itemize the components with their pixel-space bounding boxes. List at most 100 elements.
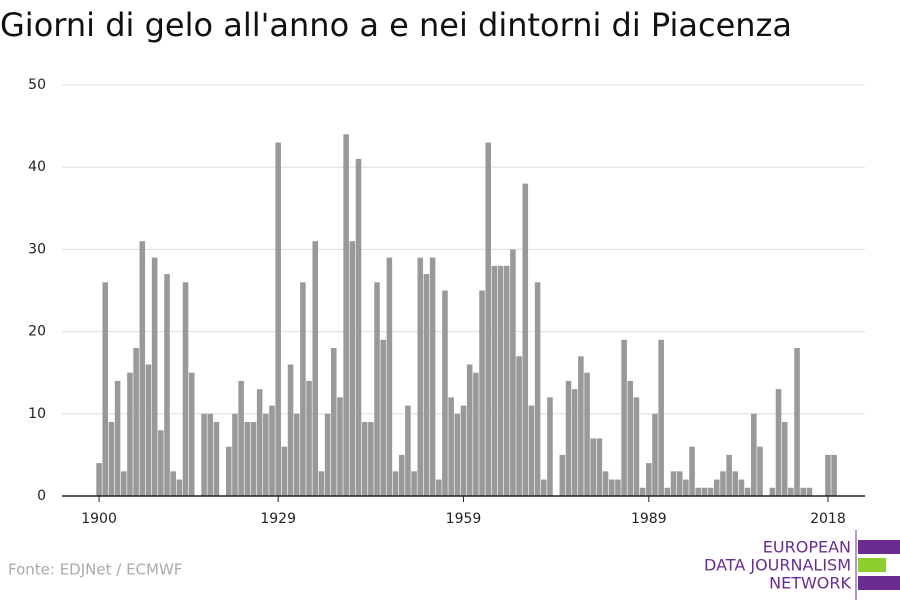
bar [658,339,664,496]
bar [306,380,312,496]
bar [825,454,831,496]
bar [423,274,430,496]
bar [398,454,405,496]
bar [250,422,257,496]
bar [479,290,485,496]
source: Fonte: EDJNet / ECMWF [8,561,182,579]
bar [541,479,547,496]
bar [411,471,417,496]
y-tick-label: 30 [28,241,46,257]
bar [380,339,386,496]
bar [713,479,720,496]
bar [275,142,281,497]
bar [608,479,615,496]
bar [633,397,640,496]
bar [442,290,448,496]
bar [466,364,473,496]
bar [96,463,102,496]
x-tick-label: 1900 [81,511,117,527]
bar [114,380,121,496]
bar [738,479,745,496]
bar [256,389,263,496]
bar [584,372,590,496]
bar [139,241,146,496]
bar [188,372,195,496]
bar [726,454,732,496]
bar [676,471,683,496]
logo-text: DATA JOURNALISM [704,556,851,575]
bar [602,471,609,496]
x-tick-label: 1959 [446,511,482,527]
logo: EUROPEAN DATA JOURNALISM NETWORK [704,530,900,600]
bar [312,241,319,496]
bar [596,438,603,496]
bar [590,438,596,496]
y-tick-label: 20 [28,324,46,340]
bar [331,348,337,496]
logo-text: NETWORK [769,574,851,593]
chart-title: Giorni di gelo all'anno a e nei dintorni… [0,6,792,44]
bar [355,158,362,497]
bar [683,479,689,496]
bar [287,364,294,496]
bar [343,134,349,496]
logo-bar [858,540,900,554]
bar [225,446,232,496]
bar [120,471,127,496]
bar [102,282,109,496]
bar [695,487,702,496]
bar [182,282,189,496]
bar [300,282,306,496]
bar [769,487,776,496]
bar [448,397,454,496]
bar [571,389,578,496]
bar [368,422,374,496]
bar [491,265,498,496]
bar [670,471,677,496]
bar [701,487,708,496]
x-tick-label: 1929 [260,511,296,527]
bar [794,348,800,496]
bar [244,422,251,496]
bar [454,413,461,496]
bar [639,487,646,496]
bar [497,265,504,496]
bar [337,397,343,496]
bar [689,446,695,496]
y-tick-label: 40 [28,159,46,175]
bar [405,405,411,496]
y-tick-label: 10 [28,406,46,422]
bar [664,487,671,496]
bar [318,471,325,496]
bar [436,479,442,496]
bar [831,454,837,496]
bar [232,413,238,496]
bar [213,422,220,496]
bar [578,356,584,496]
bar [417,257,424,496]
bar [775,389,782,496]
x-tick-label: 2018 [810,511,846,527]
bar [534,282,541,496]
bar [108,422,115,496]
bar [503,265,510,496]
bar [164,274,170,496]
bar [176,479,183,496]
bar [473,372,479,496]
bar [781,422,788,496]
bar [744,487,751,496]
bar [627,380,634,496]
bar [392,471,399,496]
bar [565,380,572,496]
bar [510,249,516,496]
bar [460,405,467,496]
bar [788,487,794,496]
bar [652,413,658,496]
bar [732,471,739,496]
logo-text: EUROPEAN [763,538,851,557]
bar [621,339,627,496]
bar [361,422,368,496]
bar [269,405,275,496]
bar [374,282,380,496]
